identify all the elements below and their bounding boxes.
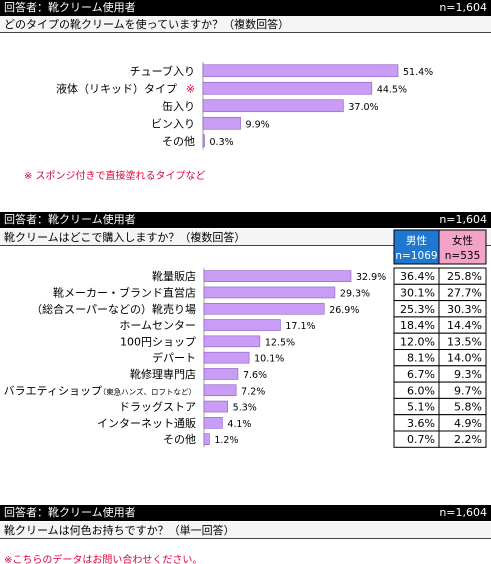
chart2-bar (203, 270, 352, 282)
chart2-table-header-name: 女性 (452, 234, 473, 247)
chart2-table-value: 3.6% (407, 417, 435, 430)
chart2-table-value: 13.5% (447, 335, 482, 348)
chart1-category-mark: ※ (186, 82, 195, 95)
chart1-bar (202, 99, 344, 113)
chart2-bar (203, 351, 250, 364)
chart2-table-value: 8.1% (407, 352, 435, 365)
chart2-table-value: 14.4% (447, 319, 482, 332)
chart2-category-label: インターネット通販 (97, 417, 196, 430)
chart1-value-label: 44.5% (377, 84, 407, 95)
chart2-table-value: 30.1% (400, 286, 435, 299)
chart1-category-label: ビン入り (151, 117, 195, 130)
chart2-category-label: その他 (163, 433, 196, 446)
chart2-table-value: 36.4% (400, 270, 435, 283)
chart2-table-value: 9.3% (454, 368, 482, 381)
chart2-category-label: バラエティショップ (4, 384, 102, 397)
chart2-value-label: 10.1% (254, 354, 284, 365)
section1-question: どのタイプの靴クリームを使っていますか？（複数回答） (0, 16, 491, 33)
chart2-category-label: ドラッグストア (119, 400, 196, 414)
chart2-table-value: 27.7% (447, 286, 482, 299)
chart2-table-value: 14.0% (447, 352, 482, 365)
chart1-bar (202, 81, 373, 95)
chart2-table-value: 6.0% (407, 384, 435, 397)
chart1-category-label: 液体（リキッド）タイプ (56, 81, 177, 95)
section3-note: ※こちらのデータはお問い合わせください。 (4, 555, 203, 564)
chart2-bar (203, 433, 210, 445)
chart2-value-label: 12.5% (265, 337, 295, 348)
chart1-bar (202, 116, 241, 130)
chart2-bar (203, 286, 336, 299)
chart2-table-value: 25.8% (447, 270, 482, 283)
chart2-table-header-cell (393, 229, 440, 265)
chart2-value-label: 5.3% (233, 403, 257, 414)
section1-note: ※ スポンジ付きで直接塗れるタイプなど (24, 171, 206, 182)
chart2-table-header-cell (438, 229, 487, 265)
chart2-value-label: 29.3% (340, 288, 370, 299)
chart2-table-header-name: 男性 (406, 234, 427, 247)
chart2-bar (203, 417, 223, 429)
chart1-bar (202, 64, 399, 78)
chart2-table-value: 5.8% (454, 401, 482, 414)
chart1-value-label: 37.0% (348, 102, 378, 113)
chart2-bar (203, 302, 325, 315)
chart2-bar (203, 384, 237, 397)
chart2-value-label: 7.2% (241, 386, 265, 397)
chart2-table-value: 4.9% (454, 417, 482, 430)
chart2-category-label: 100円ショップ (120, 335, 196, 348)
chart2-bar (203, 335, 261, 348)
chart2-table-value: 9.7% (454, 384, 482, 397)
section1-respondents: 回答者：靴クリーム使用者 (4, 1, 136, 14)
chart2-value-label: 4.1% (227, 419, 251, 430)
section2-n: n=1,604 (439, 213, 487, 226)
chart2: 男性 n=1069 女性 n=535 靴量販店 32.9% 36.4% 25.8% 靴メーカー・… (4, 229, 487, 448)
section2-question: 靴クリームはどこで購入しますか？（複数回答） (0, 229, 491, 246)
section2-respondents: 回答者：靴クリーム使用者 (4, 213, 136, 226)
chart2-table-value: 30.3% (447, 303, 482, 316)
chart2-table-value: 18.4% (400, 319, 435, 332)
chart2-value-label: 1.2% (214, 435, 238, 446)
chart2-table-cell (438, 430, 487, 448)
chart2-value-label: 7.6% (243, 370, 267, 381)
section3-respondents: 回答者：靴クリーム使用者 (4, 506, 136, 519)
chart2-table-value: 25.3% (400, 303, 435, 316)
section1-n: n=1,604 (439, 1, 487, 14)
chart2-category-label: デパート (152, 351, 196, 365)
chart2-value-label: 26.9% (329, 305, 359, 316)
chart2-category-label: 靴メーカー・ブランド直営店 (53, 285, 196, 299)
chart2-value-label: 17.1% (285, 321, 315, 332)
chart2-category-label: ホームセンター (119, 319, 196, 332)
chart2-table-header-n: n=1069 (395, 250, 437, 262)
chart2-table-value: 2.2% (454, 433, 482, 446)
chart1-category-label: その他 (162, 135, 195, 148)
chart2-value-label: 32.9% (356, 272, 386, 283)
section3-n: n=1,604 (439, 506, 487, 519)
chart2-category-label: 靴修理専門店 (130, 367, 196, 381)
chart1-value-label: 0.3% (210, 137, 234, 148)
section2-header: 回答者：靴クリーム使用者 n=1,604 (0, 212, 491, 228)
section3-question: 靴クリームは何色お持ちですか？（単一回答） (0, 522, 491, 539)
chart2-table-value: 5.1% (407, 401, 435, 414)
chart2-bar (203, 368, 239, 380)
chart1-category-label: 缶入り (162, 99, 195, 113)
chart2-bar (203, 319, 281, 331)
section1-header: 回答者：靴クリーム使用者 n=1,604 (0, 0, 491, 16)
chart1-value-label: 9.9% (246, 119, 270, 130)
chart1-value-label: 51.4% (403, 67, 433, 78)
chart2-table-header-n: n=535 (445, 250, 481, 262)
chart1: チューブ入り 51.4% ※ 液体（リキッド）タイプ 44.5% 缶入り 37.0% ビン入り… (56, 62, 433, 150)
chart2-bar (203, 400, 228, 413)
section3-header: 回答者：靴クリーム使用者 n=1,604 (0, 505, 491, 521)
chart2-table-value: 6.7% (407, 368, 435, 381)
chart2-table-value: 12.0% (400, 335, 435, 348)
chart2-category-label: （総合スーパーなどの）靴売り場 (31, 302, 196, 316)
chart1-category-label: チューブ入り (130, 64, 195, 78)
chart1-bar (202, 134, 205, 148)
chart2-category-label: 靴量販店 (152, 269, 196, 283)
chart2-category-note: （東急ハンズ、ロフトなど） (99, 386, 196, 396)
chart2-table-value: 0.7% (407, 433, 435, 446)
